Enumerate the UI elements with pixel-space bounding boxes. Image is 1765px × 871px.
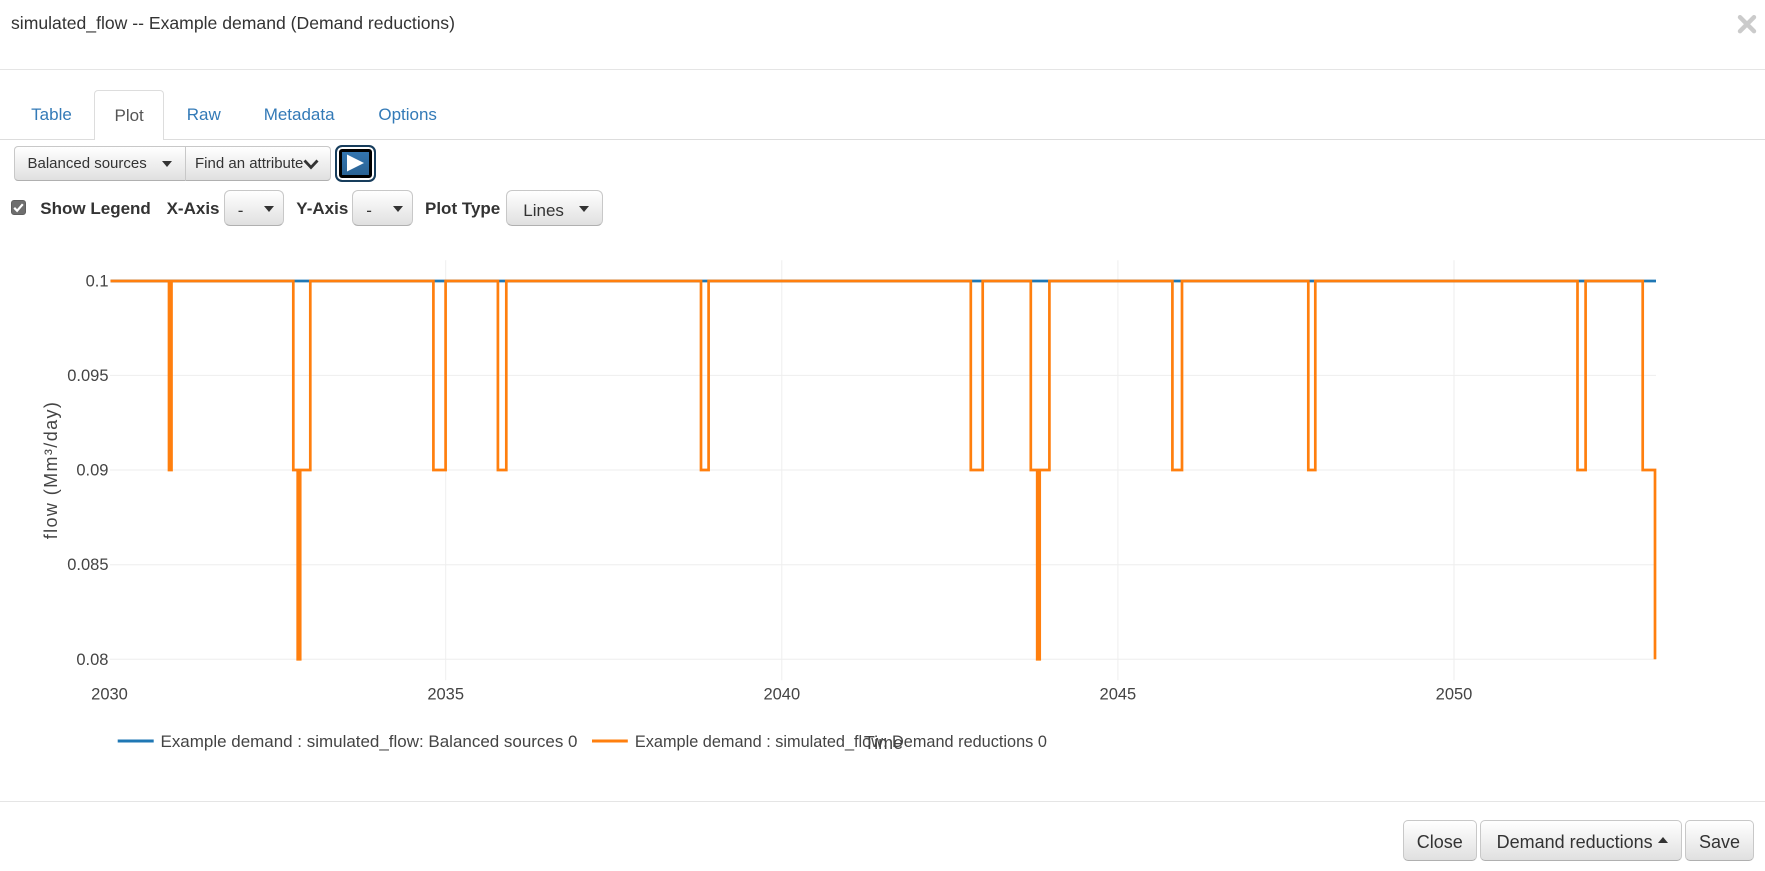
svg-text:Example demand : simulated_flo: Example demand : simulated_flow: Demand … <box>635 732 1047 751</box>
svg-text:0.095: 0.095 <box>67 367 108 385</box>
svg-text:0.1: 0.1 <box>86 272 109 290</box>
svg-text:2040: 2040 <box>763 686 800 704</box>
svg-text:Example demand : simulated_flo: Example demand : simulated_flow: Balance… <box>161 732 578 751</box>
svg-text:flow (Mm³/day): flow (Mm³/day) <box>41 401 61 540</box>
svg-text:2045: 2045 <box>1100 686 1137 704</box>
svg-text:Time: Time <box>864 733 903 753</box>
svg-text:2050: 2050 <box>1436 686 1473 704</box>
svg-text:0.09: 0.09 <box>76 462 108 480</box>
svg-text:0.08: 0.08 <box>76 651 108 669</box>
svg-text:0.085: 0.085 <box>67 556 108 574</box>
svg-text:2035: 2035 <box>427 686 464 704</box>
svg-text:2030: 2030 <box>91 686 128 704</box>
